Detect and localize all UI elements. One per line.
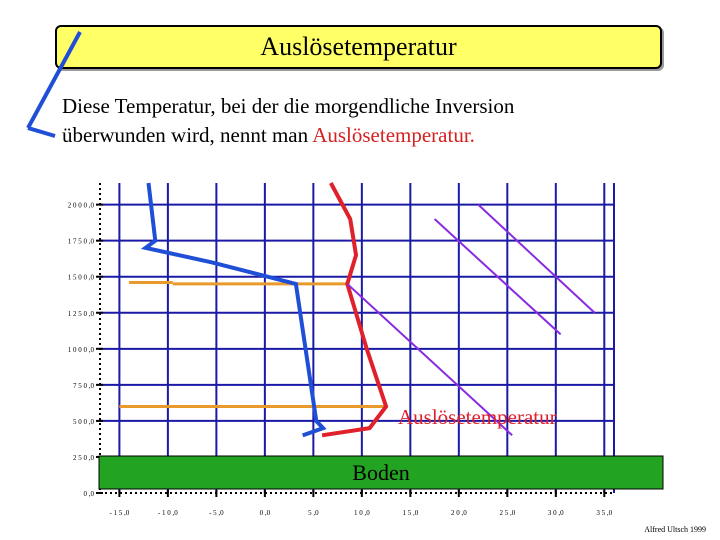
axis-ticks: 0 ,0 2 5 0 ,0 5 0 0 ,0 7 5 0 ,0 1 0 0 0 ,0 1 … (68, 183, 614, 517)
title-pointer-foot (27, 126, 56, 138)
x-tick-label: 2 5 ,0 (499, 509, 515, 517)
x-tick-label: 5 ,0 (308, 509, 319, 517)
x-tick-label: 3 0 ,0 (548, 509, 564, 517)
y-tick-label: 0 ,0 (84, 490, 95, 498)
y-tick-label: 7 5 0 ,0 (73, 382, 95, 390)
x-tick-label: - 1 5 ,0 (109, 509, 129, 517)
temperature-profile-blue (140, 182, 327, 438)
ground-layer: Boden (98, 455, 664, 490)
x-tick-label: 2 0 ,0 (451, 509, 467, 517)
series-layer (119, 182, 596, 438)
adiabat-line (346, 283, 513, 437)
title-pointer-line (26, 31, 82, 129)
adiabat-line (477, 203, 596, 314)
y-tick-label: 1 5 0 0 ,0 (68, 274, 95, 282)
temperature-profile-red (321, 182, 389, 438)
y-tick-label: 2 5 0 ,0 (73, 454, 95, 462)
ground-band (98, 455, 664, 490)
intro-highlight: Auslösetemperatur. (312, 123, 475, 147)
page-title: Auslösetemperatur (260, 32, 457, 61)
intro-line-2: überwunden wird, nennt man Auslösetemper… (62, 121, 702, 150)
intro-line-1: Diese Temperatur, bei der die morgendlic… (62, 94, 515, 118)
x-tick-label: - 5 ,0 (209, 509, 224, 517)
x-tick-label: - 1 0 ,0 (158, 509, 178, 517)
y-tick-label: 1 0 0 0 ,0 (68, 346, 95, 354)
grid (100, 183, 615, 493)
x-tick-label: 1 5 ,0 (402, 509, 418, 517)
x-tick-label: 3 5 ,0 (596, 509, 612, 517)
y-tick-label: 5 0 0 ,0 (73, 418, 95, 426)
y-tick-label: 1 2 5 0 ,0 (68, 310, 95, 318)
title-box: Auslösetemperatur (55, 25, 662, 69)
credit-text: Alfred Ultsch 1999 (644, 525, 706, 534)
ground-label: Boden (352, 460, 409, 485)
x-tick-label: 1 0 ,0 (354, 509, 370, 517)
adiabat-line (433, 218, 562, 336)
intro-line-2-prefix: überwunden wird, nennt man (62, 123, 313, 147)
annotation-label: Auslösetemperatur (398, 405, 557, 429)
x-tick-label: 0 ,0 (260, 509, 271, 517)
y-tick-label: 2 0 0 0 ,0 (68, 202, 95, 210)
intro-text: Diese Temperatur, bei der die morgendlic… (62, 92, 702, 150)
y-tick-label: 1 7 5 0 ,0 (68, 238, 95, 246)
